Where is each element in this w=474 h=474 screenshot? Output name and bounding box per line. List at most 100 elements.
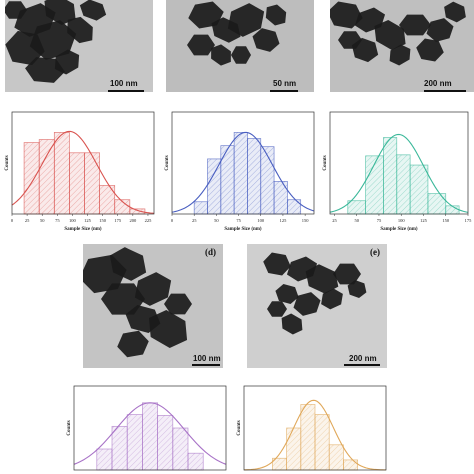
nanoparticle xyxy=(227,3,265,37)
scale-bar xyxy=(344,364,380,366)
nanoparticle xyxy=(187,34,215,56)
histogram-bar-fill xyxy=(247,138,261,214)
tem-image-a xyxy=(5,0,153,92)
gaussian-fit-line xyxy=(171,131,315,213)
x-tick-label: 175 xyxy=(114,218,122,223)
nanoparticle xyxy=(109,247,147,281)
nanoparticle xyxy=(263,252,291,276)
histogram-bar-fill xyxy=(172,428,188,470)
tem-svg xyxy=(263,252,367,335)
histogram-bar-fill xyxy=(54,132,70,214)
nanoparticle xyxy=(399,14,431,36)
nanoparticle xyxy=(347,279,367,299)
histogram-svg: Counts xyxy=(237,385,387,471)
scale-bar-label-c: 200 nm xyxy=(424,79,452,88)
histogram-svg: 0 25 50 75 100 125 150 175 200 225 Sample Size (nm… xyxy=(5,111,155,232)
panel-letter-d: (d) xyxy=(205,247,216,257)
gaussian-fit-line xyxy=(11,130,155,214)
nanoparticle xyxy=(44,0,76,25)
tem-image-b xyxy=(166,0,314,92)
histogram-bar-fill xyxy=(234,132,248,214)
y-axis-label: Counts xyxy=(5,155,10,170)
histogram-bar-fill xyxy=(188,453,204,470)
nanoparticle xyxy=(67,16,93,44)
nanoparticle xyxy=(79,0,107,21)
histogram-bar-fill xyxy=(99,185,115,214)
x-tick-label: 50 xyxy=(40,218,45,223)
histogram-bar-fill xyxy=(194,201,208,214)
nanoparticle xyxy=(275,284,299,304)
nanoparticle xyxy=(267,301,287,317)
tem-svg xyxy=(83,247,192,358)
nanoparticle xyxy=(333,263,361,285)
nanoparticle xyxy=(281,313,303,335)
x-axis-label: Sample Size (nm) xyxy=(380,227,418,232)
x-tick-label: 150 xyxy=(302,218,310,223)
x-tick-label: 100 xyxy=(257,218,265,223)
x-tick-label: 125 xyxy=(280,218,288,223)
histogram-e: Counts xyxy=(232,382,392,474)
x-tick-label: 100 xyxy=(69,218,77,223)
x-tick-label: 0 xyxy=(171,218,174,223)
histogram-c: 25 50 75 100 125 150 175 Sample Size (nm) Counts xyxy=(318,108,474,236)
scale-bar xyxy=(270,90,298,92)
tem-svg xyxy=(330,1,466,66)
x-tick-label: 150 xyxy=(99,218,107,223)
histogram-bar-fill xyxy=(157,415,173,470)
histogram-d: Counts xyxy=(62,382,232,474)
plot-frame xyxy=(73,385,227,471)
nanoparticle xyxy=(338,31,362,49)
x-tick-label: 125 xyxy=(84,218,92,223)
x-axis-label: Sample Size (nm) xyxy=(224,227,262,232)
nanoparticle xyxy=(252,28,280,52)
nanoparticle xyxy=(330,1,363,29)
x-tick-label: 150 xyxy=(442,218,450,223)
histogram-bar-fill xyxy=(287,199,301,214)
histogram-bar-fill xyxy=(220,145,235,214)
scale-bar-label-e: 200 nm xyxy=(349,354,377,363)
x-tick-label: 0 xyxy=(11,218,14,223)
scale-bar xyxy=(424,90,466,92)
nanoparticle xyxy=(25,57,65,83)
y-axis-label: Counts xyxy=(165,155,170,170)
tem-image-e xyxy=(247,244,387,368)
x-tick-label: 25 xyxy=(25,218,30,223)
histogram-bar-fill xyxy=(84,152,100,214)
scale-bar xyxy=(108,90,144,92)
x-tick-label: 200 xyxy=(129,218,137,223)
tem-svg xyxy=(187,1,287,66)
histogram-bar-fill xyxy=(39,139,55,214)
nanoparticle xyxy=(293,292,321,316)
histogram-bar-fill xyxy=(112,426,128,470)
histogram-bar-fill xyxy=(445,205,460,214)
plot-frame xyxy=(243,385,387,471)
nanoparticle xyxy=(426,18,454,42)
histogram-bar-fill xyxy=(286,428,301,470)
histogram-bar-fill xyxy=(365,155,384,214)
nanoparticle xyxy=(374,20,406,50)
x-tick-label: 175 xyxy=(465,218,473,223)
histogram-bar-fill xyxy=(329,444,344,470)
x-tick-label: 25 xyxy=(332,218,337,223)
x-tick-label: 225 xyxy=(145,218,153,223)
y-axis-label: Counts xyxy=(323,155,328,170)
nanoparticle xyxy=(231,46,251,64)
nanoparticle xyxy=(444,1,466,23)
x-tick-label: 25 xyxy=(192,218,197,223)
histogram-bar-fill xyxy=(129,208,145,214)
y-axis-label: Counts xyxy=(237,420,242,435)
nanoparticle xyxy=(101,283,145,315)
histogram-bar-fill xyxy=(315,414,330,470)
histogram-svg: Counts xyxy=(67,385,227,471)
x-tick-label: 50 xyxy=(214,218,219,223)
scale-bar xyxy=(192,364,220,366)
panel-letter-e: (e) xyxy=(370,247,380,257)
nanoparticle xyxy=(265,4,287,26)
histogram-bar-fill xyxy=(343,459,358,470)
nanoparticle xyxy=(29,20,77,60)
scale-bar-label-a: 100 nm xyxy=(110,79,138,88)
tem-image-d xyxy=(83,244,223,368)
nanoparticle xyxy=(321,288,343,310)
histogram-bar-fill xyxy=(96,449,112,470)
histogram-a: 0 25 50 75 100 125 150 175 200 225 Sample Size (nm… xyxy=(0,108,160,236)
